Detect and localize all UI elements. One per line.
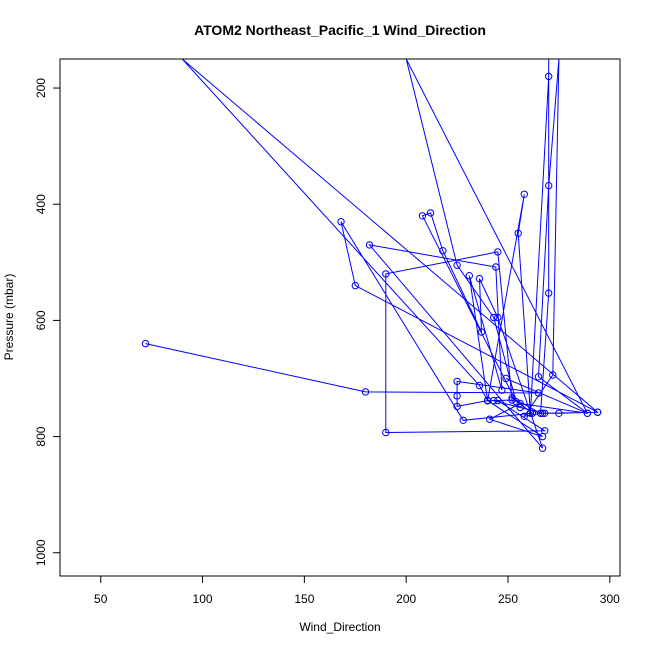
- data-point: [593, 408, 602, 416]
- data-point: [538, 432, 547, 441]
- data-point: [494, 396, 502, 405]
- data-point: [545, 181, 553, 190]
- y-tick-label: 200: [34, 78, 48, 98]
- data-point: [475, 381, 484, 390]
- data-point: [477, 328, 486, 336]
- data-point: [453, 392, 461, 400]
- data-point: [494, 248, 502, 256]
- data-point: [475, 274, 484, 283]
- data-point: [583, 409, 592, 417]
- data-point: [508, 394, 516, 402]
- data-point: [538, 409, 547, 417]
- y-tick-label: 400: [34, 194, 48, 214]
- data-point: [528, 409, 537, 417]
- data-point: [526, 409, 535, 417]
- data-point: [512, 398, 520, 406]
- y-axis: 200 400 600 800 1000: [34, 78, 60, 566]
- y-tick-label: 1000: [34, 539, 48, 566]
- data-point: [453, 402, 461, 411]
- data-point: [538, 444, 547, 452]
- data-point: [483, 396, 492, 405]
- data-point: [141, 339, 150, 348]
- data-point: [492, 263, 500, 271]
- series-line: [145, 59, 599, 449]
- x-tick-label: 50: [94, 592, 108, 606]
- data-point: [498, 386, 506, 394]
- data-point: [534, 389, 543, 397]
- data-point: [545, 72, 553, 81]
- data-point: [337, 218, 345, 226]
- data-point: [520, 190, 528, 199]
- data-point: [382, 270, 390, 278]
- x-tick-label: 300: [600, 592, 620, 606]
- data-point: [361, 388, 370, 396]
- data-point: [536, 409, 545, 417]
- data-point: [453, 261, 461, 269]
- data-point: [514, 229, 522, 238]
- x-tick-label: 200: [396, 592, 416, 606]
- x-axis-label: Wind_Direction: [299, 620, 380, 634]
- data-point: [426, 209, 435, 217]
- plot-content: [141, 59, 602, 452]
- x-axis: 50 100 150 200 250 300: [94, 576, 620, 606]
- data-point: [459, 416, 467, 424]
- data-point: [508, 396, 516, 404]
- data-point: [534, 373, 543, 381]
- data-point: [549, 371, 557, 379]
- x-tick-label: 150: [294, 592, 314, 606]
- data-point: [490, 313, 498, 322]
- data-point: [520, 412, 528, 420]
- y-axis-label: Pressure (mbar): [2, 274, 16, 361]
- data-point: [516, 403, 524, 412]
- x-tick-label: 100: [193, 592, 213, 606]
- data-point: [453, 377, 461, 386]
- data-point: [351, 281, 359, 290]
- data-point: [494, 313, 502, 322]
- data-point: [486, 415, 494, 423]
- data-point: [439, 247, 447, 255]
- y-tick-label: 600: [34, 310, 48, 330]
- data-point: [418, 212, 427, 220]
- data-point: [555, 409, 563, 417]
- data-point: [502, 374, 510, 383]
- data-point: [382, 428, 390, 437]
- data-point: [541, 409, 549, 417]
- data-point: [465, 272, 473, 280]
- data-point: [365, 241, 374, 249]
- chart-title: ATOM2 Northeast_Pacific_1 Wind_Direction: [194, 22, 486, 38]
- plot-frame: [59, 58, 621, 577]
- data-point: [545, 289, 553, 297]
- y-tick-label: 800: [34, 426, 48, 446]
- x-tick-label: 250: [498, 592, 518, 606]
- data-point: [516, 399, 524, 408]
